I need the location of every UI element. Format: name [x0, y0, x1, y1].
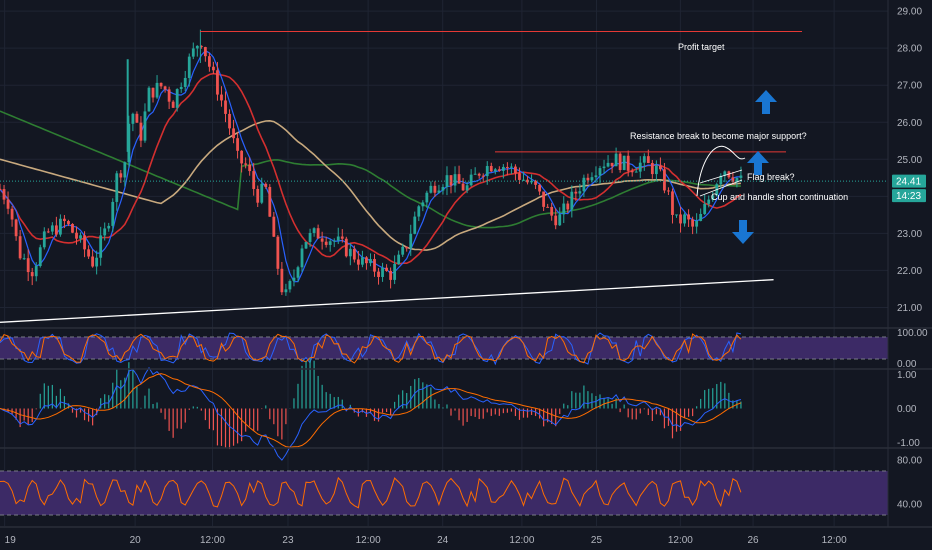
- time-tick-label: 25: [591, 535, 603, 546]
- time-tick-label: 12:00: [356, 535, 381, 546]
- time-tick-label: 12:00: [822, 535, 847, 546]
- support-trendline[interactable]: [0, 279, 774, 323]
- indicator-tick-label: 40.00: [897, 500, 922, 511]
- rsi-pane[interactable]: [0, 470, 888, 516]
- profit-target-label: Profit target: [678, 42, 725, 52]
- time-tick-label: 12:00: [200, 535, 225, 546]
- resistance-label: Resistance break to become major support…: [630, 131, 807, 141]
- price-tick-label: 25.00: [897, 155, 922, 166]
- last-price-tag: 24.41: [892, 174, 926, 188]
- time-tick-label: 20: [130, 535, 142, 546]
- price-tick-label: 21.00: [897, 303, 922, 314]
- flag-channel-drawing[interactable]: [699, 169, 743, 197]
- arrow-down-icon: [732, 220, 754, 244]
- candles: [0, 29, 743, 296]
- countdown-tag: 14:23: [892, 189, 926, 203]
- price-tick-label: 23.00: [897, 229, 922, 240]
- indicator-tick-label: 80.00: [897, 456, 922, 467]
- indicator-tick-label: -1.00: [897, 438, 920, 449]
- macd-pane[interactable]: [0, 357, 742, 461]
- price-tick-label: 22.00: [897, 266, 922, 277]
- price-tick-label: 26.00: [897, 118, 922, 129]
- indicator-tick-label: 0.00: [897, 359, 917, 370]
- pane-separators: [0, 0, 932, 528]
- time-axis[interactable]: 19 20 12:00 23 12:00 24 12:00 25 12:00 26 12:00: [5, 535, 847, 546]
- main-pane[interactable]: Profit target Resistance break to become…: [0, 29, 888, 323]
- price-tick-label: 27.00: [897, 81, 922, 92]
- price-tick-label: 29.00: [897, 7, 922, 18]
- svg-text:14:23: 14:23: [896, 191, 921, 202]
- flag-break-label: Flag break?: [747, 172, 795, 182]
- cup-drawing[interactable]: [696, 145, 746, 197]
- indicator-tick-label: 1.00: [897, 370, 917, 381]
- indicator-tick-label: 0.00: [897, 404, 917, 415]
- time-tick-label: 26: [747, 535, 759, 546]
- svg-text:24.41: 24.41: [896, 177, 921, 188]
- stoch-rsi-pane[interactable]: [0, 332, 888, 366]
- price-axis[interactable]: 29.00 28.00 27.00 26.00 25.00 23.00 22.00 21.00…: [897, 7, 928, 511]
- arrow-up-icon: [755, 90, 777, 114]
- arrow-up-icon: [747, 151, 769, 175]
- time-tick-label: 12:00: [668, 535, 693, 546]
- price-tick-label: 28.00: [897, 44, 922, 55]
- indicator-tick-label: 100.00: [897, 328, 928, 339]
- grid: [0, 0, 888, 526]
- time-tick-label: 19: [5, 535, 17, 546]
- time-tick-label: 23: [282, 535, 294, 546]
- time-tick-label: 12:00: [509, 535, 534, 546]
- cup-handle-label: Cup and handle short continuation: [711, 192, 848, 202]
- time-tick-label: 24: [437, 535, 449, 546]
